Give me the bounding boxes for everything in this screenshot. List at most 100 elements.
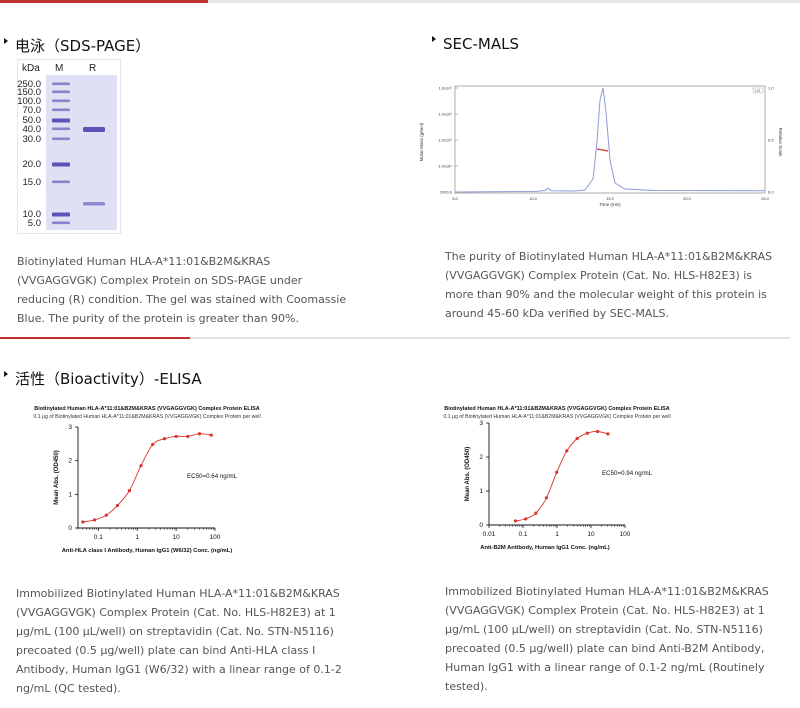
sample-band-light xyxy=(83,202,105,206)
elisa-right-desc-line: (VVGAGGVGK) Complex Protein (Cat. No. HL… xyxy=(445,604,765,617)
gel-ladder-band xyxy=(52,90,70,94)
gel-ladder-band xyxy=(52,118,70,123)
elisa-xtick-label: 10 xyxy=(587,531,595,538)
gel-ladder-band xyxy=(52,137,70,141)
sds-page-description: Biotinylated Human HLA-A*11:01&B2M&KRAS … xyxy=(17,252,377,328)
elisa-title-text: 活性（Bioactivity）-ELISA xyxy=(15,370,202,388)
elisa-ytick-label: 1 xyxy=(479,488,483,495)
elisa-data-point xyxy=(115,503,120,508)
gel-lane-r-header: R xyxy=(89,63,96,74)
elisa-xtick-label: 100 xyxy=(210,534,221,541)
elisa-data-point xyxy=(585,431,589,435)
elisa-data-point xyxy=(81,520,85,524)
gel-ladder-label: 50.0 xyxy=(23,115,42,126)
elisa-data-point xyxy=(209,433,213,437)
elisa-chart-subtitle: 0.1 μg of Biotinylated Human HLA-A*11:01… xyxy=(33,414,260,420)
mals-desc-line: around 45-60 kDa verified by SEC-MALS. xyxy=(445,307,669,320)
bullet-icon xyxy=(4,38,8,44)
elisa-data-point xyxy=(595,429,600,434)
elisa-ec50-annotation: EC50=0.64 ng/mL xyxy=(187,473,238,480)
elisa-left-desc-line: ng/mL (QC tested). xyxy=(16,682,121,695)
gel-ladder-band xyxy=(52,82,70,86)
gel-kda-header: kDa xyxy=(22,63,40,74)
sds-desc-line: Biotinylated Human HLA-A*11:01&B2M&KRAS xyxy=(17,255,271,268)
sds-desc-line: Blue. The purity of the protein is great… xyxy=(17,312,299,325)
mals-y2tick-label: 0.0 xyxy=(768,190,774,195)
elisa-data-point xyxy=(606,432,610,436)
elisa-xtick-label: 0.01 xyxy=(483,531,496,538)
mals-ls-trace xyxy=(454,87,766,193)
sds-page-title: 电泳（SDS-PAGE） xyxy=(4,35,150,56)
elisa-chart-left: Biotinylated Human HLA-A*11:01&B2M&KRAS … xyxy=(33,406,260,554)
gel-ladder-label: 70.0 xyxy=(23,105,42,116)
elisa-fit-curve xyxy=(515,431,608,522)
mals-xlabel: Time (min) xyxy=(599,202,621,207)
elisa-xtick-label: 0.1 xyxy=(518,531,527,538)
gel-ladder-label: 100.0 xyxy=(17,96,41,107)
elisa-right-desc-line: Immobilized Biotinylated Human HLA-A*11:… xyxy=(445,585,769,598)
mals-ytick-label: 1.0x10⁴ xyxy=(438,164,452,169)
elisa-ylabel: Mean Abs. (OD450) xyxy=(465,447,471,501)
gel-ladder-label: 40.0 xyxy=(23,124,42,135)
elisa-chart-subtitle: 0.1 μg of Biotinylated Human HLA-A*11:01… xyxy=(443,414,670,420)
elisa-right-desc-line: tested). xyxy=(445,680,488,693)
elisa-data-point xyxy=(534,511,538,515)
gel-ladder-label: 30.0 xyxy=(23,134,42,145)
mals-y2tick-label: 0.5 xyxy=(768,138,774,143)
elisa-data-point xyxy=(162,437,167,441)
elisa-data-point xyxy=(524,517,528,521)
elisa-right-description: Immobilized Biotinylated Human HLA-A*11:… xyxy=(445,582,790,696)
elisa-ytick-label: 3 xyxy=(68,424,72,431)
mals-ytick-label: 1.0x10⁶ xyxy=(438,112,452,117)
elisa-left-description: Immobilized Biotinylated Human HLA-A*11:… xyxy=(16,584,386,698)
elisa-right-desc-line: Human IgG1 with a linear range of 0.1-2 … xyxy=(445,661,765,674)
elisa-xtick-label: 1 xyxy=(135,534,139,541)
elisa-data-point xyxy=(186,434,190,439)
gel-ladder-label: 10.0 xyxy=(23,209,42,220)
sec-mals-title: SEC-MALS xyxy=(432,35,519,53)
section-divider xyxy=(0,337,790,339)
elisa-data-point xyxy=(92,518,97,522)
gel-ladder-label: 15.0 xyxy=(23,177,42,188)
elisa-data-point xyxy=(151,442,155,447)
elisa-data-point xyxy=(565,449,569,453)
sds-desc-line: (VVGAGGVGK) Complex Protein on SDS-PAGE … xyxy=(17,274,303,287)
mals-desc-line: more than 90% and the molecular weight o… xyxy=(445,288,767,301)
elisa-data-point xyxy=(575,437,579,441)
sds-page-title-text: 电泳（SDS-PAGE） xyxy=(15,37,151,55)
elisa-ytick-label: 0 xyxy=(479,522,483,529)
elisa-data-point xyxy=(544,496,549,500)
gel-ladder-label: 20.0 xyxy=(23,159,42,170)
elisa-xlabel: Anti-HLA class I Antibody, Human IgG1 (W… xyxy=(62,548,233,554)
bullet-icon xyxy=(4,371,8,377)
mals-xtick-label: 10.0 xyxy=(529,196,538,201)
mals-xtick-label: 15.0 xyxy=(606,196,615,201)
gel-ladder-label: 150.0 xyxy=(17,87,41,98)
elisa-left-desc-line: (VVGAGGVGK) Complex Protein (Cat. No. HL… xyxy=(16,606,336,619)
elisa-ytick-label: 0 xyxy=(68,525,72,532)
elisa-left-desc-line: μg/mL (100 μL/well) on streptavidin (Cat… xyxy=(16,625,334,638)
elisa-xlabel: Anti-B2M Antibody, Human IgG1 Conc. (ng/… xyxy=(480,545,610,551)
sec-mals-description: The purity of Biotinylated Human HLA-A*1… xyxy=(445,247,790,323)
mals-ytick-label: 1.0x10⁵ xyxy=(438,138,452,143)
gel-ladder-band xyxy=(52,108,70,112)
elisa-right-desc-line: μg/mL (100 μL/well) on streptavidin (Cat… xyxy=(445,623,763,636)
gel-ladder-band xyxy=(52,99,70,103)
elisa-ytick-label: 1 xyxy=(68,491,72,498)
mals-y2label: Relative Scale xyxy=(778,128,783,157)
sec-mals-chart: Molar Mass (g/mol) Relative Scale 1.0x10… xyxy=(419,86,783,208)
elisa-ytick-label: 2 xyxy=(479,454,483,461)
elisa-ylabel: Mean Abs. (OD450) xyxy=(54,450,60,504)
mals-legend: LS xyxy=(755,88,760,93)
elisa-data-point xyxy=(139,464,143,468)
elisa-ec50-annotation: EC50=0.94 ng/mL xyxy=(602,470,653,477)
gel-ladder-band xyxy=(52,221,70,225)
elisa-xtick-label: 1 xyxy=(555,531,559,538)
mals-ylabel: Molar Mass (g/mol) xyxy=(419,122,424,161)
elisa-chart-right: Biotinylated Human HLA-A*11:01&B2M&KRAS … xyxy=(443,406,670,551)
mals-xtick-label: 20.0 xyxy=(683,196,692,201)
mals-y2tick-label: 1.0 xyxy=(768,86,774,91)
sample-band-heavy xyxy=(83,127,105,132)
gel-ladder-label: 5.0 xyxy=(28,218,41,229)
bullet-icon xyxy=(432,36,436,42)
